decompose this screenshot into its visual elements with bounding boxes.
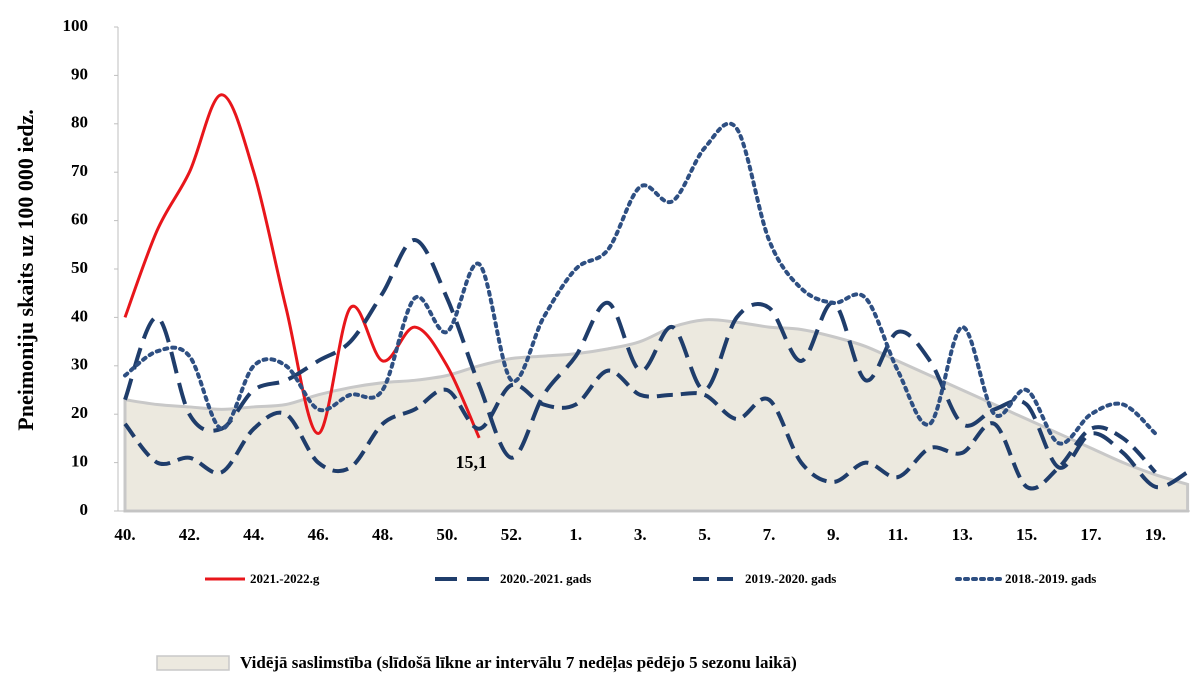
x-tick-label: 50. xyxy=(436,525,457,544)
x-tick-label: 40. xyxy=(114,525,135,544)
legend-swatch xyxy=(156,655,230,671)
x-tick-label: 52. xyxy=(501,525,522,544)
data-label: 15,1 xyxy=(455,452,487,472)
y-axis-label: Pneimoniju skaits uz 100 000 iedz. xyxy=(13,109,38,430)
legend-label: 2019.-2020. gads xyxy=(745,571,836,586)
y-tick-label: 10 xyxy=(71,452,88,471)
y-tick-label: 70 xyxy=(71,161,88,180)
x-tick-label: 44. xyxy=(243,525,264,544)
y-tick-label: 60 xyxy=(71,210,88,229)
series-line xyxy=(123,93,481,439)
average-area xyxy=(123,318,1190,513)
legend-label: Vidējā saslimstība (slīdošā līkne ar int… xyxy=(240,653,797,673)
x-tick-label: 3. xyxy=(634,525,647,544)
x-tick-label: 11. xyxy=(888,525,908,544)
legend-label: 2018.-2019. gads xyxy=(1005,571,1096,586)
y-tick-label: 40 xyxy=(71,306,88,325)
x-tick-label: 5. xyxy=(698,525,711,544)
x-tick-label: 17. xyxy=(1080,525,1101,544)
y-tick-label: 30 xyxy=(71,355,88,374)
series-line xyxy=(123,121,1158,446)
x-tick-label: 15. xyxy=(1016,525,1037,544)
y-tick-label: 50 xyxy=(71,258,88,277)
y-tick-label: 80 xyxy=(71,113,88,132)
y-tick-label: 100 xyxy=(63,16,89,35)
y-tick-label: 0 xyxy=(80,500,89,519)
x-tick-label: 7. xyxy=(763,525,776,544)
x-tick-label: 19. xyxy=(1145,525,1166,544)
series-line xyxy=(123,237,1189,490)
x-tick-label: 13. xyxy=(952,525,973,544)
x-tick-label: 48. xyxy=(372,525,393,544)
series-line xyxy=(123,368,1157,491)
y-tick-label: 90 xyxy=(71,64,88,83)
x-tick-label: 42. xyxy=(179,525,200,544)
legend-label: 2021.-2022.g xyxy=(250,571,320,586)
x-tick-label: 1. xyxy=(569,525,582,544)
x-tick-label: 46. xyxy=(308,525,329,544)
y-tick-label: 20 xyxy=(71,403,88,422)
legend-label: 2020.-2021. gads xyxy=(500,571,591,586)
x-tick-label: 9. xyxy=(827,525,840,544)
